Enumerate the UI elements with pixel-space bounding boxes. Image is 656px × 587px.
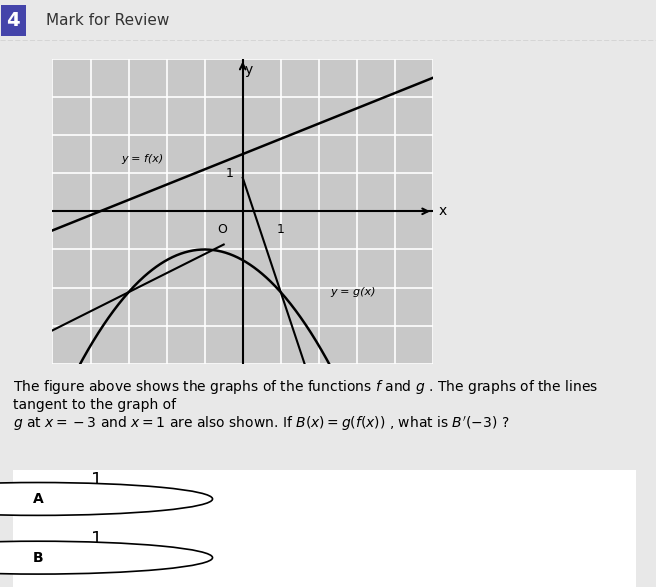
- FancyBboxPatch shape: [1, 468, 649, 529]
- Text: 1: 1: [225, 167, 234, 180]
- Text: A: A: [33, 492, 43, 506]
- Text: B: B: [33, 551, 43, 565]
- Text: 1: 1: [277, 222, 285, 236]
- Text: y: y: [244, 62, 253, 76]
- Text: 4: 4: [7, 11, 20, 30]
- Text: $-\dfrac{1}{6}$: $-\dfrac{1}{6}$: [75, 529, 104, 565]
- Text: y = g(x): y = g(x): [330, 287, 376, 297]
- Text: $-\dfrac{1}{2}$: $-\dfrac{1}{2}$: [75, 471, 104, 506]
- Circle shape: [0, 541, 213, 574]
- Text: O: O: [218, 222, 228, 236]
- Text: y = f(x): y = f(x): [121, 154, 163, 164]
- Text: The figure above shows the graphs of the functions $f$ and $g$ . The graphs of t: The figure above shows the graphs of the…: [13, 378, 598, 433]
- Circle shape: [0, 483, 213, 515]
- FancyBboxPatch shape: [1, 527, 649, 587]
- Text: Mark for Review: Mark for Review: [46, 13, 169, 28]
- Text: x: x: [439, 204, 447, 218]
